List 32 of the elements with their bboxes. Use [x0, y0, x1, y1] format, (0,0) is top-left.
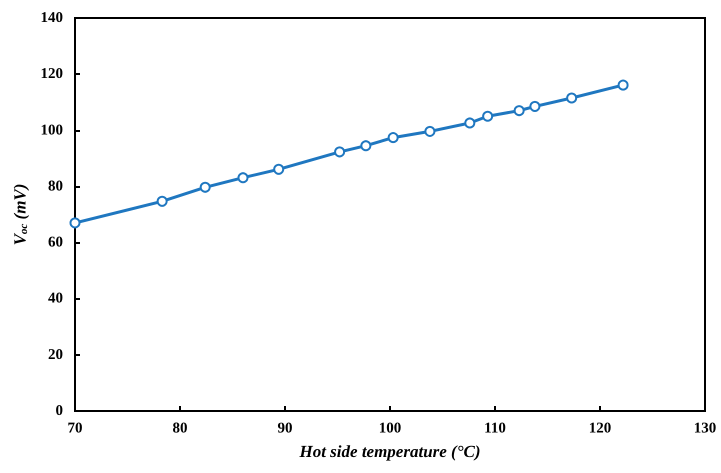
- y-tick-label: 40: [48, 290, 63, 307]
- point: [514, 105, 525, 116]
- x-tick-label: 80: [172, 420, 188, 436]
- x-tick-label: 110: [484, 420, 506, 436]
- point: [529, 100, 540, 112]
- point: [334, 146, 346, 158]
- point: [618, 80, 629, 91]
- y-tick-label: 60: [48, 234, 63, 251]
- y-tick-label: 80: [48, 178, 63, 194]
- point: [424, 126, 436, 137]
- y-tick-label: 20: [48, 346, 63, 363]
- y-tick-label: 0: [56, 403, 63, 419]
- point: [238, 172, 248, 184]
- point: [200, 182, 211, 193]
- point: [156, 196, 168, 207]
- x-axis-title: Hot side temperature (°C): [298, 442, 481, 461]
- point: [388, 132, 399, 144]
- point: [360, 140, 372, 152]
- x-tick-label: 120: [588, 420, 612, 436]
- x-tick-label: 130: [694, 420, 716, 436]
- point: [70, 217, 80, 228]
- x-tick-label: 100: [378, 420, 402, 436]
- y-tick-label: 140: [40, 10, 63, 26]
- point: [482, 110, 494, 122]
- y-tick-label: 100: [40, 122, 63, 138]
- point: [273, 164, 284, 175]
- point: [566, 92, 578, 104]
- x-tick-label: 90: [278, 420, 292, 436]
- x-tick-label: 70: [68, 420, 82, 436]
- y-tick-label: 120: [40, 66, 63, 82]
- point: [464, 117, 476, 128]
- y-axis-title: Voc (mV): [10, 184, 30, 246]
